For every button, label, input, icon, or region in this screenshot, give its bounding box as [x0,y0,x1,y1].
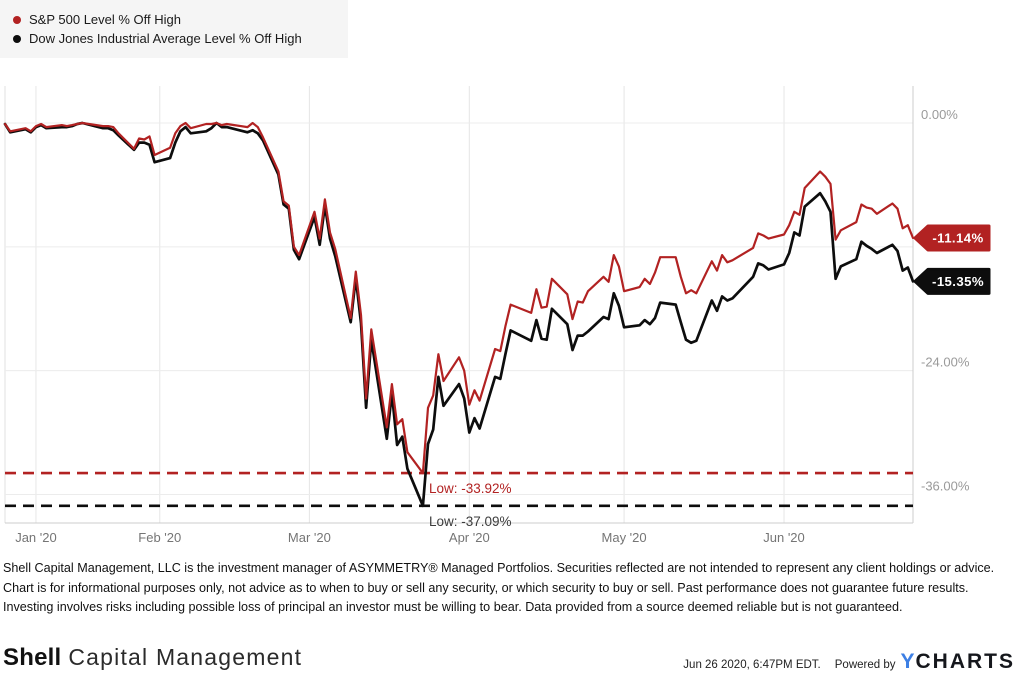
brand-logo: Shell Capital Management [3,644,302,672]
y-tick-label: 0.00% [921,107,958,122]
dow-value-badge-label: -15.35% [932,274,984,289]
legend-item-sp500: S&P 500 Level % Off High [13,12,348,27]
brand-logo-bold: Shell [3,644,62,671]
chart-attribution: Jun 26 2020, 6:47PM EDT. Powered by Y CH… [683,650,1015,674]
legend-label-sp500: S&P 500 Level % Off High [29,12,182,27]
powered-by-label: Powered by [834,659,896,671]
sp500-value-badge-label: -11.14% [932,231,983,246]
x-tick-label: Mar '20 [288,530,331,545]
x-tick-label: Jan '20 [15,530,57,545]
ycharts-logo-charts: CHARTS [915,650,1015,673]
price-chart: Low: -33.92% Low: -37.09% 0.00% -24.00% -36.… [3,86,991,545]
y-tick-label: -24.00% [921,355,970,370]
legend-item-dow: Dow Jones Industrial Average Level % Off… [13,31,348,46]
sp500-low-label: Low: -33.92% [429,481,512,496]
dow-value-badge [913,267,991,295]
chart-legend: S&P 500 Level % Off High Dow Jones Indus… [0,0,348,58]
x-tick-label: Apr '20 [449,530,490,545]
ycharts-logo-y: Y [900,650,916,673]
chart-timestamp: Jun 26 2020, 6:47PM EDT. [683,659,821,671]
sp500-line [3,121,915,475]
x-tick-label: Jun '20 [763,530,805,545]
sp500-series-dot-icon [13,15,21,24]
y-tick-label: -36.00% [921,479,970,494]
x-tick-label: May '20 [602,530,647,545]
brand-logo-rest: Capital Management [68,644,303,670]
disclaimer-text: Shell Capital Management, LLC is the inv… [3,561,995,614]
sp500-value-badge [913,224,991,252]
x-tick-label: Feb '20 [138,530,181,545]
dow-series-dot-icon [13,34,21,43]
dow-line [3,121,915,508]
legend-label-dow: Dow Jones Industrial Average Level % Off… [29,31,302,46]
dow-low-label: Low: -37.09% [429,514,512,529]
